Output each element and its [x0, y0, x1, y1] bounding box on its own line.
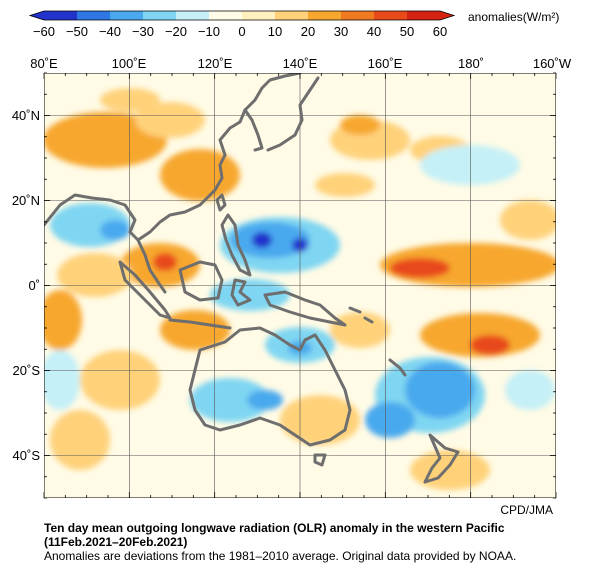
colorbar-tick-label: 0: [238, 24, 245, 39]
japan-coastline: [266, 76, 320, 152]
colorbar-cell: [374, 11, 408, 20]
lat-label-20n: 20˚N: [12, 193, 40, 208]
colorbar-cell: [242, 11, 276, 20]
lon-label-100e: 100˚E: [112, 56, 147, 71]
colorbar-cell: [341, 11, 375, 20]
latitude-labels: 40˚N 20˚N 0˚ 20˚S 40˚S: [12, 108, 41, 463]
frame-ticks: [43, 72, 557, 499]
new-zealand-coastline: [423, 433, 460, 484]
colorbar-cell: [143, 11, 177, 20]
colorbar-cell: [77, 11, 111, 20]
negative-anomaly-patches: [44, 145, 555, 438]
lon-label-180: 180˚: [458, 56, 484, 71]
new-caledonia-coastline: [388, 358, 407, 377]
colorbar-cell: [44, 11, 78, 20]
colorbar-tick-label: −10: [198, 24, 220, 39]
solomon-islands-coastline: [348, 306, 374, 324]
australia-coastline: [188, 326, 352, 447]
lat-label-40n: 40˚N: [12, 108, 40, 123]
lon-label-120e: 120˚E: [198, 56, 233, 71]
sulawesi-coastline: [230, 278, 252, 307]
caption-note: Anomalies are deviations from the 1981–2…: [44, 549, 517, 563]
colorbar-cells: [28, 10, 456, 21]
colorbar-cell: [176, 11, 210, 20]
colorbar-tick-label: 40: [367, 24, 381, 39]
colorbar-tick-label: 30: [334, 24, 348, 39]
new-guinea-coastline: [263, 290, 347, 327]
colorbar-tick-label: −20: [165, 24, 187, 39]
colorbar-cell: [209, 11, 243, 20]
lon-label-160e: 160˚E: [368, 56, 403, 71]
caption-period: (11Feb.2021–20Feb.2021): [44, 535, 188, 549]
colorbar-cell: [407, 11, 441, 20]
lon-label-80e: 80˚E: [30, 56, 58, 71]
colorbar-low-arrow: [30, 11, 44, 20]
colorbar-tick-label: 50: [400, 24, 414, 39]
colorbar-tick-label: 10: [268, 24, 282, 39]
korea-coastline: [243, 108, 264, 152]
borneo-coastline: [178, 260, 224, 302]
colorbar-tick-label: −30: [132, 24, 154, 39]
malay-peninsula-coastline: [136, 238, 167, 294]
map-panel: [44, 73, 556, 498]
colorbar-tick-label: −40: [99, 24, 121, 39]
lat-label-40s: 40˚S: [13, 448, 41, 463]
tasmania-coastline: [313, 453, 327, 467]
colorbar-outline: [28, 10, 456, 21]
philippines-coastline: [220, 213, 252, 277]
asia-coastline: [44, 73, 302, 242]
colorbar: −60 −50 −40 −30 −20 −10 0 10 20 30 40 50 60 anomalie…: [28, 10, 559, 39]
colorbar-tick-label: 60: [433, 24, 447, 39]
taiwan-coastline: [215, 193, 227, 212]
caption-title: Ten day mean outgoing longwave radiation…: [44, 521, 505, 535]
sumatra-coastline: [118, 260, 172, 320]
lat-label-eq: 0˚: [28, 278, 40, 293]
lon-label-140e: 140˚E: [283, 56, 318, 71]
colorbar-high-arrow: [440, 11, 454, 20]
colorbar-unit-label: anomalies(W/m²): [468, 10, 559, 24]
java-coastline: [168, 318, 232, 330]
coastlines: [44, 73, 460, 484]
colorbar-tick-label: −60: [33, 24, 55, 39]
credit-label: CPD/JMA: [500, 503, 553, 517]
colorbar-cell: [275, 11, 309, 20]
colorbar-tick-label: 20: [301, 24, 315, 39]
longitude-labels: 80˚E 100˚E 120˚E 140˚E 160˚E 180˚ 160˚W: [30, 56, 572, 71]
lon-label-160w: 160˚W: [533, 56, 572, 71]
colorbar-tick-label: −50: [66, 24, 88, 39]
lat-label-20s: 20˚S: [13, 363, 41, 378]
colorbar-cell: [110, 11, 144, 20]
colorbar-tick-labels: −60 −50 −40 −30 −20 −10 0 10 20 30 40 50 60: [33, 24, 447, 39]
colorbar-cell: [308, 11, 342, 20]
